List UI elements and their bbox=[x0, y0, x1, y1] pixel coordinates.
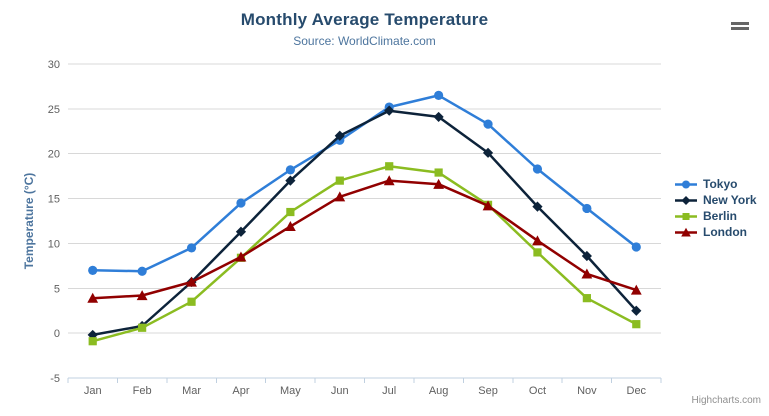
data-point-diamond[interactable] bbox=[631, 305, 642, 316]
data-point-circle[interactable] bbox=[532, 164, 543, 174]
legend-label: Berlin bbox=[703, 209, 738, 223]
data-point-square[interactable] bbox=[286, 207, 295, 217]
series-line[interactable] bbox=[91, 109, 638, 337]
legend-marker-triangle-icon bbox=[675, 227, 697, 236]
legend-item-new-york[interactable]: New York bbox=[674, 192, 757, 208]
data-point-circle[interactable] bbox=[186, 243, 197, 253]
y-axis-label: 30 bbox=[48, 59, 60, 71]
x-axis-label: Sep bbox=[478, 385, 498, 397]
x-axis-label: Nov bbox=[577, 385, 597, 397]
legend-label: London bbox=[703, 225, 747, 239]
data-point-triangle[interactable] bbox=[581, 268, 593, 279]
data-point-circle[interactable] bbox=[137, 266, 147, 276]
data-point-diamond[interactable] bbox=[681, 195, 691, 205]
legend-item-london[interactable]: London bbox=[674, 224, 757, 240]
data-point-square[interactable] bbox=[533, 248, 542, 257]
chart-title: Monthly Average Temperature bbox=[240, 10, 489, 29]
series-line[interactable] bbox=[91, 94, 638, 273]
series-line[interactable] bbox=[91, 165, 638, 343]
x-axis-label: Jun bbox=[331, 385, 349, 397]
legend-label: New York bbox=[703, 193, 757, 207]
series-london[interactable] bbox=[87, 175, 642, 303]
data-point-square[interactable] bbox=[335, 176, 344, 185]
data-point-diamond[interactable] bbox=[532, 201, 543, 212]
data-point-circle[interactable] bbox=[582, 203, 592, 214]
data-point-diamond[interactable] bbox=[285, 175, 296, 186]
y-axis-label: -5 bbox=[50, 373, 60, 385]
legend-item-berlin[interactable]: Berlin bbox=[674, 208, 757, 224]
y-axis-label: 20 bbox=[48, 149, 60, 161]
x-axis-label: May bbox=[280, 385, 301, 397]
data-point-square[interactable] bbox=[682, 212, 690, 220]
x-axis-label: Mar bbox=[182, 385, 201, 397]
y-axis-label: 5 bbox=[54, 283, 60, 295]
data-point-square[interactable] bbox=[385, 162, 394, 171]
data-point-circle[interactable] bbox=[236, 198, 246, 208]
data-point-triangle[interactable] bbox=[433, 178, 445, 189]
data-point-triangle[interactable] bbox=[136, 290, 148, 301]
data-point-triangle[interactable] bbox=[482, 200, 494, 211]
y-axis-label: 0 bbox=[54, 328, 60, 340]
x-axis-label: Jan bbox=[84, 385, 102, 397]
data-point-circle[interactable] bbox=[88, 265, 98, 275]
data-point-square[interactable] bbox=[88, 337, 97, 346]
data-point-circle[interactable] bbox=[682, 180, 690, 188]
data-point-triangle[interactable] bbox=[681, 227, 691, 236]
legend-marker-square-icon bbox=[675, 212, 697, 220]
data-point-circle[interactable] bbox=[483, 119, 493, 129]
y-axis-label: 10 bbox=[48, 238, 60, 250]
data-point-diamond[interactable] bbox=[482, 147, 494, 158]
data-point-square[interactable] bbox=[434, 168, 443, 177]
data-point-circle[interactable] bbox=[434, 90, 444, 100]
x-axis-label: Oct bbox=[529, 385, 546, 397]
data-point-triangle[interactable] bbox=[383, 175, 395, 186]
data-point-triangle[interactable] bbox=[284, 220, 296, 231]
data-point-triangle[interactable] bbox=[186, 276, 197, 287]
data-point-circle[interactable] bbox=[631, 242, 641, 252]
series-line[interactable] bbox=[91, 179, 638, 300]
legend-label: Tokyo bbox=[703, 177, 738, 191]
y-axis-label: 25 bbox=[48, 104, 60, 116]
series-tokyo[interactable] bbox=[88, 90, 641, 276]
x-axis-label: Jul bbox=[382, 385, 396, 397]
series-new-york[interactable] bbox=[87, 105, 642, 341]
legend-marker-circle-icon bbox=[675, 180, 697, 188]
y-axis-label: 15 bbox=[48, 194, 60, 206]
x-axis-label: Aug bbox=[429, 385, 449, 397]
data-point-diamond[interactable] bbox=[433, 111, 444, 123]
data-point-triangle[interactable] bbox=[334, 191, 346, 202]
data-point-square[interactable] bbox=[138, 323, 147, 332]
data-point-square[interactable] bbox=[187, 297, 196, 306]
data-point-square[interactable] bbox=[582, 294, 591, 303]
data-point-diamond[interactable] bbox=[334, 130, 345, 141]
credits-link[interactable]: Highcharts.com bbox=[691, 395, 761, 406]
x-axis-label: Feb bbox=[133, 385, 152, 397]
data-point-diamond[interactable] bbox=[581, 250, 592, 262]
x-axis-label: Dec bbox=[627, 385, 647, 397]
data-point-triangle[interactable] bbox=[532, 235, 543, 246]
data-point-diamond[interactable] bbox=[87, 329, 98, 341]
data-point-triangle[interactable] bbox=[87, 292, 99, 303]
data-point-diamond[interactable] bbox=[384, 105, 395, 116]
data-point-diamond[interactable] bbox=[235, 226, 247, 237]
data-point-triangle[interactable] bbox=[235, 251, 247, 262]
chart-subtitle: Source: WorldClimate.com bbox=[293, 34, 436, 48]
data-point-circle[interactable] bbox=[285, 165, 295, 175]
legend-item-tokyo[interactable]: Tokyo bbox=[674, 176, 757, 192]
x-axis-label: Apr bbox=[232, 385, 249, 397]
data-point-triangle[interactable] bbox=[630, 284, 642, 295]
data-point-square[interactable] bbox=[632, 320, 641, 329]
legend: Tokyo New York Berlin London bbox=[674, 176, 757, 240]
context-menu-button[interactable] bbox=[729, 19, 751, 35]
legend-marker-diamond-icon bbox=[675, 195, 697, 205]
